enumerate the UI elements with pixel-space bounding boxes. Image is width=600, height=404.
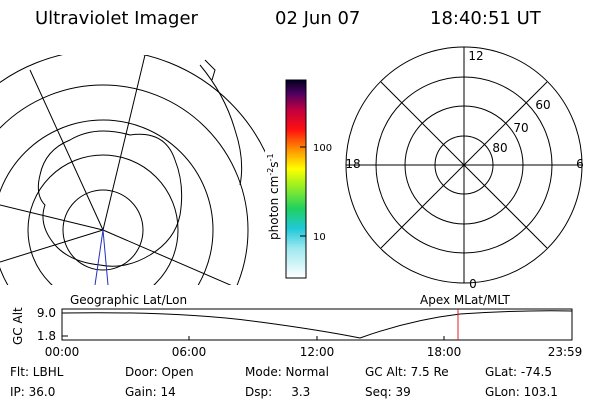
map [0, 55, 265, 285]
hour-label: 6 [576, 157, 584, 171]
status-field: GC Alt: 7.5 Re [365, 365, 449, 379]
status-field: GLon: 103.1 [485, 385, 558, 399]
lat-label: 70 [513, 121, 528, 135]
colorbar [285, 79, 307, 279]
status-field: Flt: LBHL [10, 365, 64, 379]
status-field: Seq: 39 [365, 385, 411, 399]
time: 18:40:51 UT [430, 8, 542, 29]
timeline-right-label: Apex MLat/MLT [420, 293, 510, 307]
title: Ultraviolet Imager [35, 8, 199, 29]
colorbar-label: photon cm-2s-1 [266, 153, 281, 240]
date: 02 Jun 07 [275, 8, 360, 29]
status-field: IP: 36.0 [10, 385, 55, 399]
hour-label: 12 [468, 49, 483, 63]
timeline-x-tick: 06:00 [172, 345, 207, 359]
timeline-y-tick: 9.0 [37, 306, 56, 320]
timeline-x-tick: 12:00 [300, 345, 335, 359]
timeline-left-label: Geographic Lat/Lon [70, 293, 187, 307]
status-field: GLat: -74.5 [485, 365, 552, 379]
lat-label: 60 [535, 98, 550, 112]
hour-label: 18 [345, 157, 360, 171]
timeline-y-label: GC Alt [11, 307, 25, 345]
status-field: Gain: 14 [125, 385, 176, 399]
timeline-x-tick: 23:59 [548, 345, 583, 359]
colorbar-tick: 10 [313, 232, 326, 243]
status-field: Mode: Normal [245, 365, 329, 379]
polar-plot [345, 46, 583, 284]
altitude-curve [61, 310, 573, 339]
timeline-x-tick: 00:00 [45, 345, 80, 359]
footer: Flt: LBHL Door: Open Mode: Normal GC Alt: 7… [10, 365, 558, 399]
lat-label: 80 [492, 141, 507, 155]
colorbar-tick: 100 [313, 143, 332, 154]
timeline-x-tick: 18:00 [427, 345, 462, 359]
status-field: Door: Open [125, 365, 194, 379]
status-field: Dsp: 3.3 [245, 385, 310, 399]
hour-label: 0 [469, 277, 477, 291]
timeline-y-tick: 1.8 [37, 329, 56, 343]
